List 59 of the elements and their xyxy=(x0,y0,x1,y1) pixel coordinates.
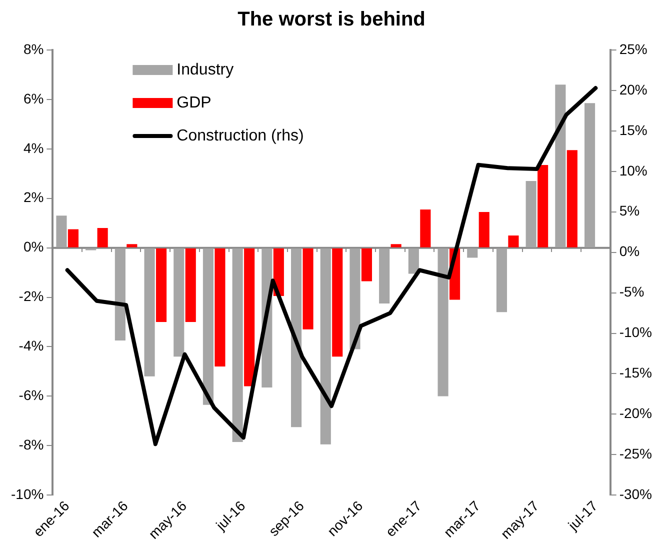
bar xyxy=(320,248,331,444)
bar xyxy=(291,248,302,428)
y2-tick-label: 5% xyxy=(619,202,640,219)
y2-tick-label: -25% xyxy=(619,446,652,462)
y2-tick-label: 10% xyxy=(619,162,648,178)
y2-tick-label: 25% xyxy=(619,40,648,57)
bar xyxy=(350,248,360,350)
bar xyxy=(566,150,578,248)
bar xyxy=(185,248,196,322)
legend-label: GDP xyxy=(176,94,212,112)
bar xyxy=(156,248,167,322)
y-tick-label: 2% xyxy=(23,189,44,206)
bar xyxy=(332,248,343,357)
bar xyxy=(390,244,402,248)
bar xyxy=(379,248,390,304)
y2-tick-label: -15% xyxy=(619,364,652,381)
y2-tick-label: 20% xyxy=(619,81,648,98)
bar xyxy=(538,164,548,248)
y-tick-label: -2% xyxy=(18,288,44,304)
y2-tick-label: -30% xyxy=(619,486,652,502)
bar xyxy=(467,248,478,258)
bar xyxy=(174,248,184,357)
y2-tick-label: -10% xyxy=(619,324,652,340)
bar xyxy=(97,228,108,248)
y-tick-label: -6% xyxy=(18,387,44,404)
bar xyxy=(555,84,566,248)
bar xyxy=(478,212,490,248)
bar xyxy=(361,248,372,282)
y-tick-label: 4% xyxy=(23,140,44,156)
bar xyxy=(420,210,431,248)
y2-tick-label: 15% xyxy=(619,122,648,138)
chart-title: The worst is behind xyxy=(238,8,426,31)
legend-label: Industry xyxy=(176,61,234,78)
y2-tick-label: -20% xyxy=(619,405,652,422)
y-tick-label: -10% xyxy=(10,486,44,502)
y-tick-label: 0% xyxy=(23,238,44,255)
bar xyxy=(438,248,448,396)
bar xyxy=(302,248,314,330)
y-tick-label: 8% xyxy=(23,40,44,57)
bar xyxy=(144,248,155,376)
bar xyxy=(214,248,226,367)
legend-label: Construction (rhs) xyxy=(176,127,304,144)
bar xyxy=(408,248,419,274)
bar xyxy=(126,244,138,248)
bar xyxy=(244,248,255,386)
bar xyxy=(496,248,508,312)
y-tick-label: -8% xyxy=(18,436,44,453)
y2-tick-label: -5% xyxy=(619,284,644,300)
bar xyxy=(68,229,79,248)
y-tick-label: -4% xyxy=(18,338,44,354)
bar xyxy=(584,103,596,248)
y-tick-label: 6% xyxy=(23,90,44,106)
bar xyxy=(202,248,214,405)
bar xyxy=(114,248,126,341)
bar xyxy=(56,216,67,248)
bar xyxy=(526,181,536,248)
y2-tick-label: 0% xyxy=(619,243,640,260)
bar xyxy=(508,235,519,248)
bar xyxy=(232,248,243,442)
